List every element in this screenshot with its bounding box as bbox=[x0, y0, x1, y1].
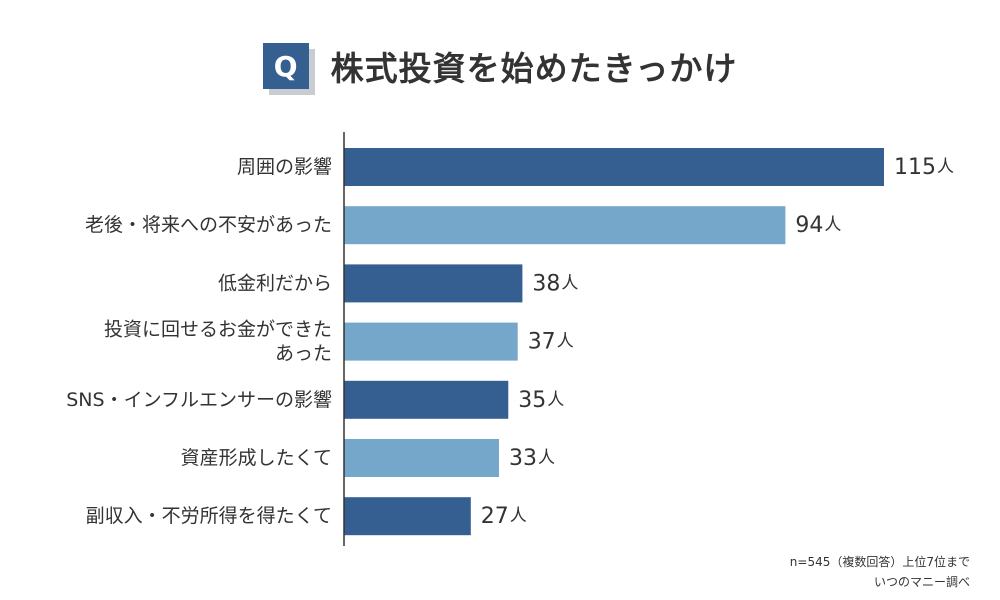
value-label-3: 38人 bbox=[532, 271, 578, 296]
bar-5 bbox=[344, 380, 509, 419]
category-label-3: 低金利だから bbox=[218, 272, 332, 294]
category-label-1: 周囲の影響 bbox=[237, 156, 332, 178]
category-label-6: 資産形成したくて bbox=[181, 447, 332, 469]
category-label-5: SNS・インフルエンサーの影響 bbox=[66, 389, 332, 411]
chart-title-area: Q 株式投資を始めたきっかけ bbox=[0, 38, 1000, 95]
category-label-2: 老後・将来への不安があった bbox=[85, 214, 332, 236]
bar-2 bbox=[344, 206, 786, 245]
value-label-5: 35人 bbox=[518, 387, 564, 412]
value-label-1: 115人 bbox=[894, 155, 954, 180]
source-note: いつのマニー調べ bbox=[873, 575, 970, 589]
question-badge: Q bbox=[262, 43, 315, 95]
value-label-7: 27人 bbox=[481, 504, 527, 529]
sample-size-note: n=545（複数回答）上位7位まで bbox=[789, 555, 970, 569]
bar-7 bbox=[344, 497, 471, 536]
bar-3 bbox=[344, 264, 523, 303]
footnote: n=545（複数回答）上位7位まで いつのマニー調べ bbox=[790, 552, 970, 592]
value-label-6: 33人 bbox=[509, 446, 555, 471]
value-label-2: 94人 bbox=[795, 213, 841, 238]
value-label-4: 37人 bbox=[528, 329, 574, 354]
bar-1 bbox=[344, 148, 884, 186]
question-badge-label: Q bbox=[262, 43, 309, 89]
bar-6 bbox=[344, 439, 499, 477]
bar-4 bbox=[344, 322, 518, 361]
chart-title: 株式投資を始めたきっかけ bbox=[330, 49, 738, 88]
category-label-7: 副収入・不労所得を得たくて bbox=[86, 505, 332, 527]
category-label-4: 投資に回せるお金ができたあった bbox=[104, 319, 332, 365]
